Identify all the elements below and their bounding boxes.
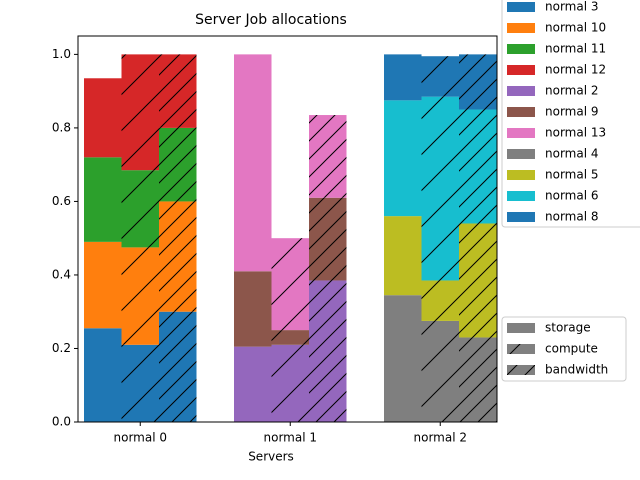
legend-label: normal 11: [545, 42, 606, 56]
legend-swatch: [507, 23, 535, 33]
legend-label: compute: [545, 342, 598, 356]
legend-hatch: [507, 344, 535, 354]
legend-swatch: [507, 86, 535, 96]
legend-swatch: [507, 323, 535, 333]
bar-hatch: [271, 238, 309, 331]
bar-hatch: [159, 201, 197, 312]
bar-hatch: [309, 115, 347, 198]
bar-hatch: [121, 247, 159, 345]
legend-swatch: [507, 191, 535, 201]
bar-hatch: [459, 337, 497, 422]
bar-segment: [384, 295, 422, 422]
x-tick-label: normal 2: [414, 431, 468, 445]
bar-segment: [84, 241, 122, 329]
x-axis-label: Servers: [248, 450, 294, 464]
legend-frame: [501, 0, 640, 228]
bar-segment: [384, 216, 422, 296]
legend-swatch: [507, 212, 535, 222]
legend-swatch: [507, 44, 535, 54]
bar-segment: [234, 271, 272, 347]
bar-hatch: [121, 344, 159, 422]
legend-swatch: [507, 107, 535, 117]
bar-hatch: [421, 56, 459, 97]
bar-hatch: [421, 320, 459, 422]
bar-hatch: [309, 280, 347, 422]
plot-frame: [77, 35, 498, 423]
legend-swatch: [507, 128, 535, 138]
legend-swatch: [507, 149, 535, 159]
bar-segment: [234, 346, 272, 422]
bar-segment: [384, 100, 422, 217]
bar-hatch: [159, 311, 197, 422]
legend: storage compute bandwidth: [501, 316, 627, 382]
bar-hatch: [421, 96, 459, 281]
bar-hatch: [271, 330, 309, 345]
legend-label: normal 6: [545, 189, 599, 203]
legend-hatch: [507, 365, 535, 375]
legend-label: normal 9: [545, 105, 599, 119]
legend-swatch: [507, 170, 535, 180]
bar-hatch: [121, 170, 159, 248]
y-tick-label: 1.0: [52, 47, 71, 61]
legend-label: normal 8: [545, 210, 599, 224]
bar-hatch: [159, 127, 197, 202]
legend-label: storage: [545, 321, 591, 335]
legend-label: normal 13: [545, 126, 606, 140]
bar-hatch: [459, 109, 497, 224]
bar-hatch: [121, 54, 159, 171]
y-tick-label: 0.4: [52, 267, 71, 281]
bar-hatch: [271, 344, 309, 422]
legend-label: bandwidth: [545, 363, 608, 377]
legend-swatch: [507, 65, 535, 75]
bar-segment: [84, 78, 122, 158]
legend: normal 3 normal 10 normal 11 normal 12 norma…: [501, 0, 640, 228]
x-tick-label: normal 1: [264, 431, 318, 445]
bar-segment: [84, 328, 122, 422]
legend-label: normal 4: [545, 147, 599, 161]
chart-title: Server Job allocations: [195, 12, 347, 28]
bar-hatch: [309, 197, 347, 281]
bar-segment: [384, 54, 422, 101]
legend-swatch: [507, 2, 535, 12]
y-tick-label: 0.2: [52, 341, 71, 355]
bar-segment: [84, 157, 122, 242]
bar-hatch: [159, 54, 197, 128]
bar-hatch: [421, 280, 459, 321]
x-tick-label: normal 0: [114, 431, 168, 445]
y-tick-label: 0.6: [52, 194, 71, 208]
bar-hatch: [459, 54, 497, 110]
bar-segment: [234, 54, 272, 272]
y-tick-label: 0.0: [52, 415, 71, 429]
legend-label: normal 12: [545, 63, 606, 77]
bar-hatch: [459, 223, 497, 338]
legend-label: normal 10: [545, 21, 606, 35]
legend-label: normal 3: [545, 0, 599, 14]
legend-label: normal 5: [545, 168, 599, 182]
legend-label: normal 2: [545, 84, 599, 98]
y-tick-label: 0.8: [52, 120, 71, 134]
